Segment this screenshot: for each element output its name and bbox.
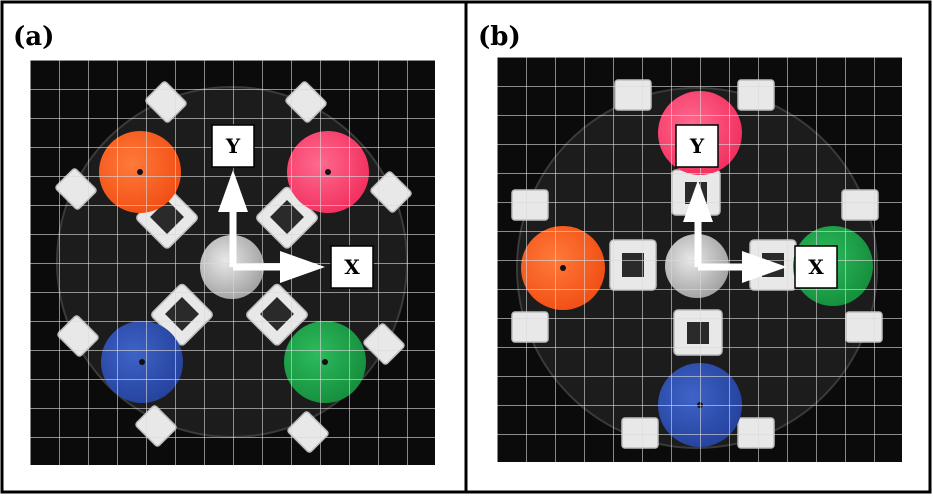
y-axis-label-box-b [675, 124, 719, 168]
y-axis-label-box-a [211, 124, 255, 168]
panel-b: Y X (b) [478, 22, 902, 462]
y-axis-label-a: Y [225, 134, 241, 158]
axis-arrows-a [218, 170, 325, 283]
panel-a: Y X (a) [13, 22, 435, 465]
panel-label-a: (a) [13, 22, 54, 52]
x-axis-label-box-a [330, 245, 374, 289]
axis-arrows-b [683, 180, 787, 283]
x-axis-label-b: X [808, 255, 824, 279]
panel-label-b: (b) [478, 22, 521, 52]
x-axis-label-box-b [794, 245, 838, 289]
x-axis-label-a: X [344, 255, 360, 279]
y-axis-label-b: Y [689, 134, 705, 158]
